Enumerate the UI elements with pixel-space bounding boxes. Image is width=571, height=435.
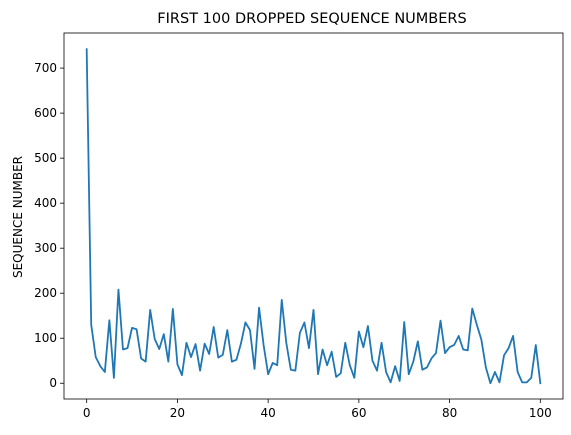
series-line <box>85 48 542 385</box>
x-axis-ticks: 0 20 40 60 80 100 <box>83 399 552 420</box>
y-tick-label: 500 <box>34 151 57 165</box>
y-tick-label: 200 <box>34 286 57 300</box>
x-tick-label: 40 <box>260 406 275 420</box>
y-axis-ticks: 0 100 200 300 400 500 600 700 <box>34 61 64 390</box>
chart-title: FIRST 100 DROPPED SEQUENCE NUMBERS <box>157 11 466 27</box>
y-tick-label: 700 <box>34 61 57 75</box>
x-tick-label: 100 <box>529 406 552 420</box>
x-tick-label: 80 <box>442 406 457 420</box>
y-tick-label: 600 <box>34 106 57 120</box>
y-tick-label: 100 <box>34 331 57 345</box>
x-tick-label: 20 <box>170 406 185 420</box>
y-axis-label: SEQUENCE NUMBER <box>11 156 25 278</box>
y-tick-label: 400 <box>34 196 57 210</box>
x-tick-label: 60 <box>351 406 366 420</box>
y-tick-label: 0 <box>49 376 57 390</box>
plot-frame <box>63 32 564 400</box>
x-tick-label: 0 <box>83 406 91 420</box>
y-tick-label: 300 <box>34 241 57 255</box>
